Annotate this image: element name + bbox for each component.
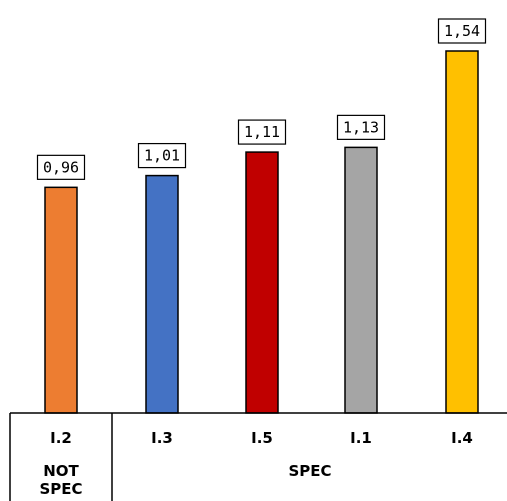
- bar-i-3: [145, 174, 179, 414]
- category-label-i-2: I.2: [50, 429, 72, 447]
- data-labels-layer: 0,96 1,01 1,11 1,13 1,54: [36, 18, 487, 180]
- bar-i-1: [344, 146, 378, 414]
- data-label-box-i-1: [336, 114, 386, 140]
- bar-i-2: [44, 186, 78, 414]
- category-label-i-1: I.1: [350, 429, 372, 447]
- group-label-not-spec-line-1: NOT: [43, 462, 79, 480]
- data-label-box-i-3: [137, 142, 187, 169]
- category-label-i-4: I.4: [451, 429, 473, 447]
- bars-layer: [44, 50, 479, 414]
- bar-i-4: [445, 50, 479, 414]
- group-label-spec: SPEC: [288, 462, 331, 480]
- data-label-i-3: 1,01: [144, 147, 180, 165]
- bar-i-5: [245, 151, 279, 414]
- category-label-i-3: I.3: [151, 429, 173, 447]
- data-label-box-i-4: [437, 18, 487, 44]
- data-label-box-i-5: [237, 119, 287, 145]
- data-label-i-1: 1,13: [343, 118, 379, 136]
- data-label-i-2: 0,96: [43, 158, 79, 176]
- group-label-not-spec-line-2: SPEC: [39, 480, 82, 498]
- category-label-i-5: I.5: [251, 429, 273, 447]
- data-label-box-i-2: [36, 154, 86, 180]
- data-label-i-5: 1,11: [244, 123, 280, 141]
- data-label-i-4: 1,54: [444, 22, 480, 40]
